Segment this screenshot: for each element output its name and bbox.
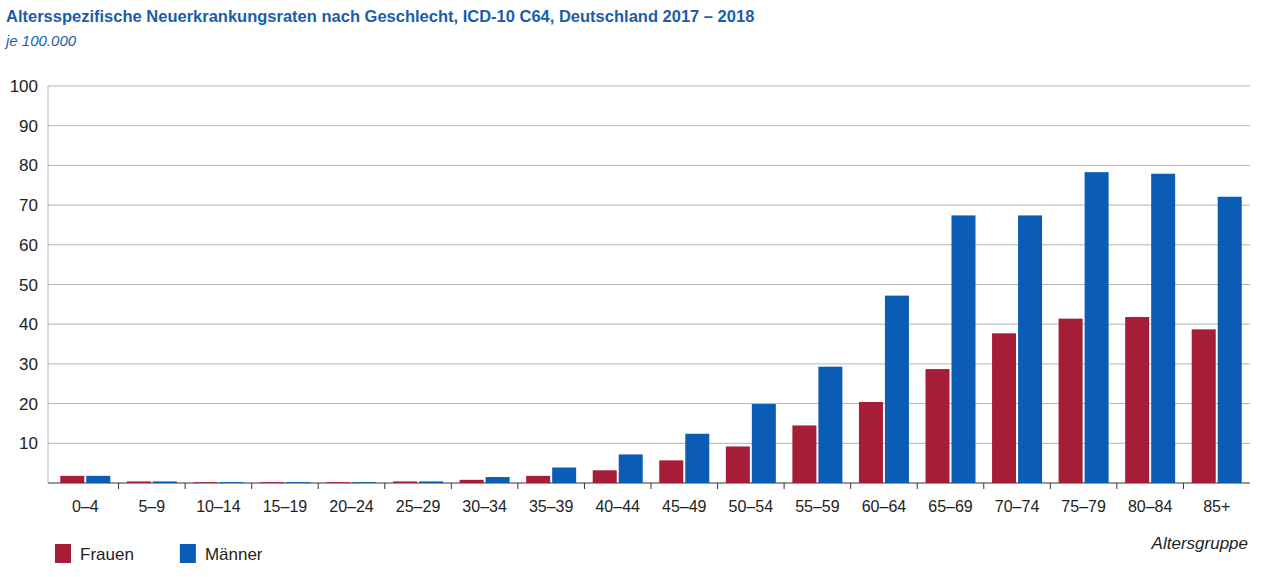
bar xyxy=(127,481,151,483)
chart: Altersspezifische Neuerkrankungsraten na… xyxy=(0,0,1261,577)
bar xyxy=(1018,215,1042,483)
x-tick-label: 50–54 xyxy=(729,498,774,515)
x-axis-label: Altersgruppe xyxy=(1151,534,1248,553)
category-separator xyxy=(850,483,851,489)
bar xyxy=(286,482,310,483)
y-tick-label: 20 xyxy=(19,395,38,414)
legend-label: Männer xyxy=(205,545,263,564)
bar xyxy=(1125,317,1149,483)
bar xyxy=(153,481,177,483)
bar xyxy=(193,482,217,483)
bar xyxy=(885,296,909,483)
chart-container: Altersspezifische Neuerkrankungsraten na… xyxy=(0,0,1261,577)
bars xyxy=(60,172,1241,483)
x-tick-label: 70–74 xyxy=(995,498,1040,515)
grid-line xyxy=(48,125,1250,126)
x-tick-label: 5–9 xyxy=(138,498,165,515)
category-separator xyxy=(584,483,585,489)
x-tick-label: 65–69 xyxy=(928,498,973,515)
subtitle: je 100.000 xyxy=(4,32,77,49)
bar xyxy=(818,367,842,483)
bar xyxy=(926,369,950,483)
category-separator xyxy=(118,483,119,489)
x-tick-label: 75–79 xyxy=(1061,498,1106,515)
category-separator xyxy=(983,483,984,489)
x-tick-label: 25–29 xyxy=(396,498,441,515)
category-separator xyxy=(517,483,518,489)
legend: Frauen Männer xyxy=(55,544,263,564)
bar xyxy=(1192,329,1216,483)
y-tick-label: 90 xyxy=(19,117,38,136)
x-tick-label: 80–84 xyxy=(1128,498,1173,515)
legend-swatch xyxy=(180,544,196,563)
bar xyxy=(353,482,377,483)
legend-label: Frauen xyxy=(80,545,134,564)
bar xyxy=(552,468,576,483)
title: Altersspezifische Neuerkrankungsraten na… xyxy=(6,7,754,25)
category-separator xyxy=(651,483,652,489)
bar xyxy=(659,460,683,483)
bar xyxy=(219,482,243,483)
category-separator xyxy=(1050,483,1051,489)
bar xyxy=(260,482,284,483)
grid-line xyxy=(48,284,1250,285)
x-tick-label: 55–59 xyxy=(795,498,840,515)
category-separator xyxy=(917,483,918,489)
bar xyxy=(726,446,750,483)
y-tick-label: 50 xyxy=(19,276,38,295)
bar xyxy=(952,215,976,483)
bar xyxy=(593,470,617,483)
bar xyxy=(619,454,643,483)
bar xyxy=(1151,174,1175,483)
bar xyxy=(419,481,443,483)
y-tick-label: 60 xyxy=(19,236,38,255)
category-separator xyxy=(318,483,319,489)
x-tick-label: 40–44 xyxy=(595,498,640,515)
category-separator xyxy=(384,483,385,489)
legend-swatch xyxy=(55,544,71,563)
bar xyxy=(86,476,110,483)
category-separator xyxy=(717,483,718,489)
bar xyxy=(393,481,417,483)
bar xyxy=(486,477,510,483)
category-separator xyxy=(1183,483,1184,489)
x-tick-label: 20–24 xyxy=(329,498,374,515)
y-tick-label: 70 xyxy=(19,196,38,215)
category-separator xyxy=(185,483,186,489)
y-tick-label: 30 xyxy=(19,355,38,374)
x-tick-label: 35–39 xyxy=(529,498,574,515)
grid-line xyxy=(48,86,1250,87)
bar xyxy=(1218,197,1242,483)
grid-line xyxy=(48,165,1250,166)
x-tick-label: 85+ xyxy=(1203,498,1230,515)
bar xyxy=(526,476,550,483)
bar xyxy=(685,434,709,483)
y-tick-label: 80 xyxy=(19,156,38,175)
y-tick-label: 40 xyxy=(19,315,38,334)
category-separator xyxy=(251,483,252,489)
y-tick-label: 100 xyxy=(10,77,38,96)
x-tick-label: 45–49 xyxy=(662,498,707,515)
category-separator xyxy=(1116,483,1117,489)
x-tick-label: 60–64 xyxy=(862,498,907,515)
bar xyxy=(859,402,883,483)
bar xyxy=(60,476,84,483)
bar xyxy=(1085,172,1109,483)
category-separator xyxy=(451,483,452,489)
bar xyxy=(1059,319,1083,483)
bar xyxy=(992,333,1016,483)
grid-line xyxy=(48,205,1250,206)
bar xyxy=(792,425,816,483)
y-tick-label: 10 xyxy=(19,434,38,453)
x-tick-label: 0–4 xyxy=(72,498,99,515)
x-tick-label: 10–14 xyxy=(196,498,241,515)
bar xyxy=(460,480,484,483)
grid-line xyxy=(48,244,1250,245)
bar xyxy=(752,404,776,483)
category-separator xyxy=(784,483,785,489)
x-tick-label: 30–34 xyxy=(462,498,507,515)
y-axis-line xyxy=(48,86,49,483)
bar xyxy=(327,482,351,483)
x-tick-label: 15–19 xyxy=(263,498,308,515)
